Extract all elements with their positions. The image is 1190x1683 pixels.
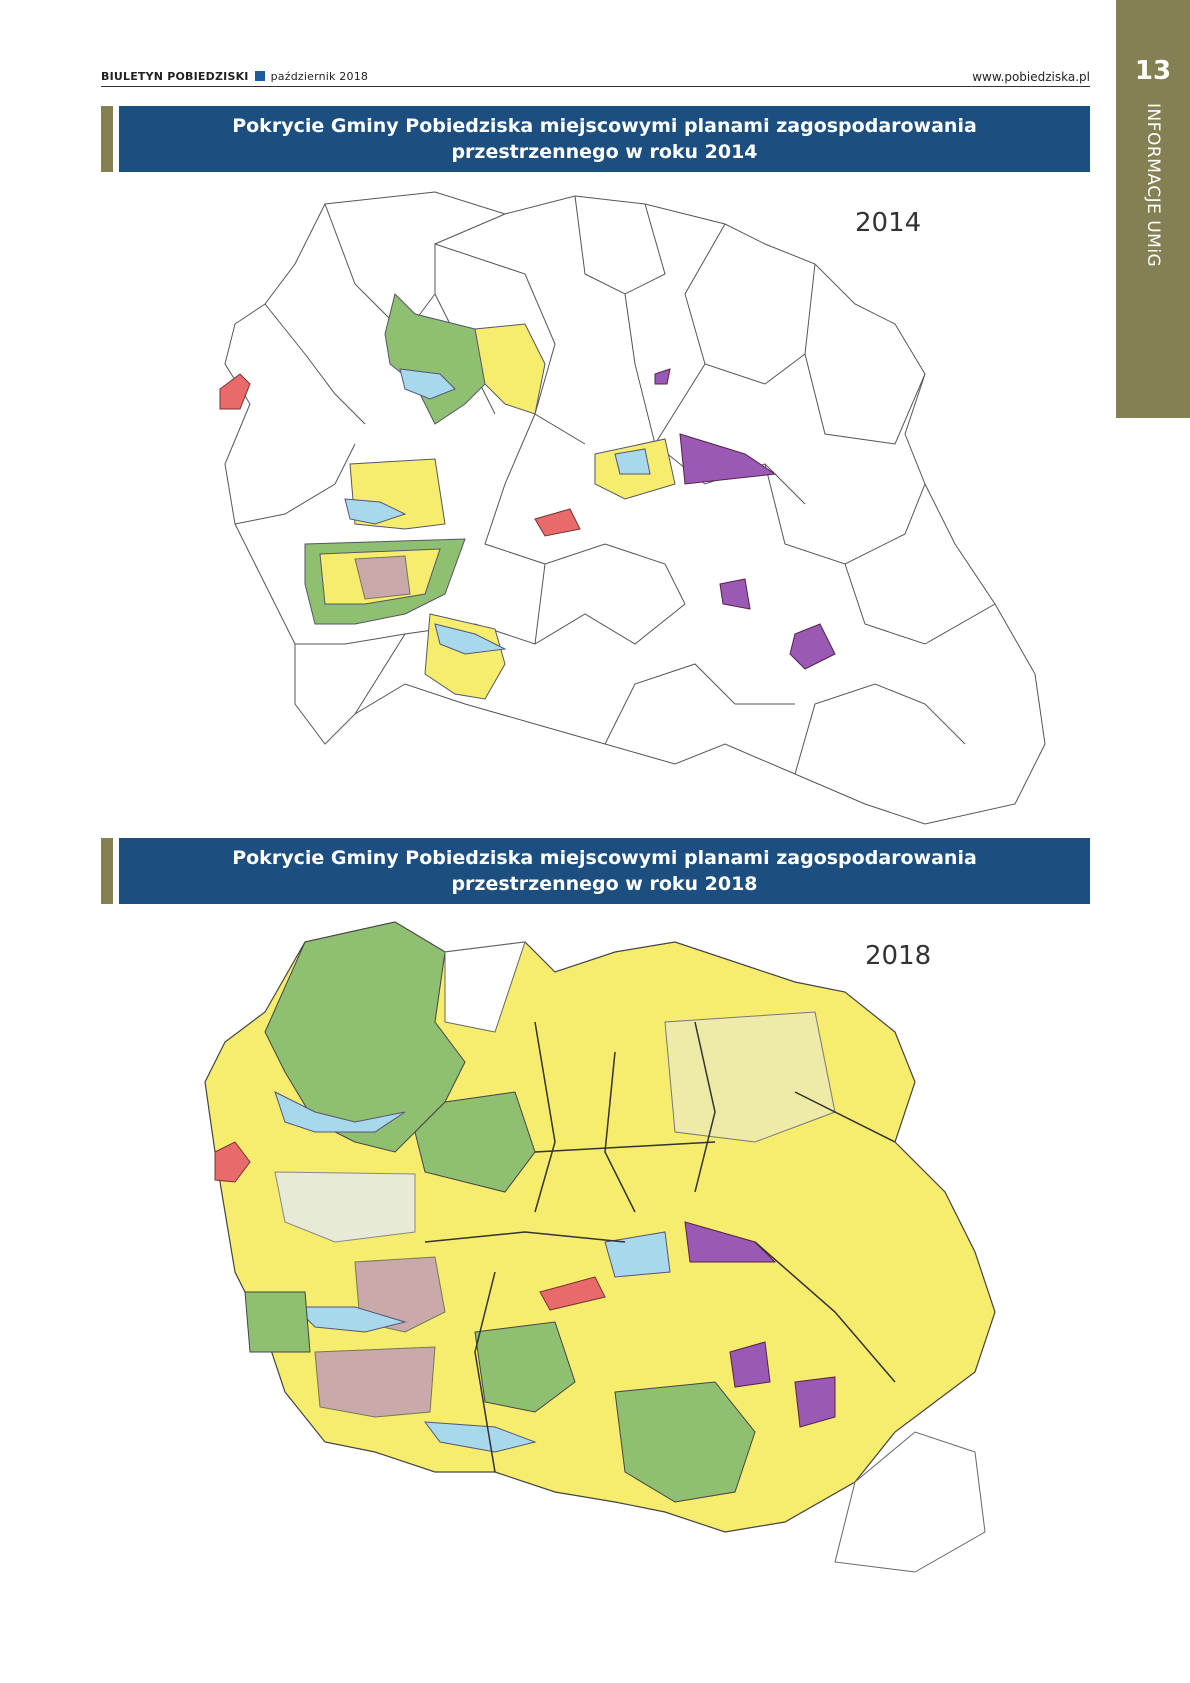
year-label-2018: 2018 xyxy=(865,941,931,971)
commercial-area xyxy=(214,1141,251,1183)
industrial-area xyxy=(789,623,836,670)
forest-area xyxy=(614,1381,756,1503)
lake xyxy=(274,1091,406,1133)
title-line-1: Pokrycie Gminy Pobiedziska miejscowymi p… xyxy=(232,115,977,137)
residential-area xyxy=(474,323,546,415)
title-accent xyxy=(101,106,113,172)
forest-area xyxy=(474,1321,576,1413)
publication-name: BIULETYN POBIEDZISKI xyxy=(101,70,249,83)
parcel-outlines xyxy=(224,191,1046,825)
section-label: INFORMACJE UMiG xyxy=(1143,103,1163,268)
title-line-2: przestrzennego w roku 2014 xyxy=(451,141,758,163)
lake xyxy=(399,368,456,400)
publication-info: BIULETYN POBIEDZISKI październik 2018 xyxy=(101,70,368,83)
commercial-area xyxy=(539,1276,606,1311)
title-line-2: przestrzennego w roku 2018 xyxy=(451,873,758,895)
page-header: BIULETYN POBIEDZISKI październik 2018 www… xyxy=(101,64,1090,87)
map-2018-svg: 2018 xyxy=(204,921,996,1573)
lake xyxy=(604,1231,671,1278)
industrial-area xyxy=(679,433,777,485)
lake xyxy=(344,498,407,525)
industrial-area xyxy=(794,1376,836,1428)
side-tab: 13 INFORMACJE UMiG xyxy=(1116,0,1190,418)
square-icon xyxy=(254,71,265,81)
commercial-area xyxy=(534,508,581,537)
page-number: 13 xyxy=(1134,56,1172,86)
map-title-2018: Pokrycie Gminy Pobiedziska miejscowymi p… xyxy=(101,838,1090,904)
industrial-area xyxy=(719,578,751,610)
industrial-area xyxy=(654,368,671,385)
commercial-area xyxy=(219,373,251,410)
lake xyxy=(423,1421,537,1453)
website-link[interactable]: www.pobiedziska.pl xyxy=(972,70,1090,84)
lake xyxy=(614,448,651,475)
industrial-area xyxy=(729,1341,771,1388)
forest-area xyxy=(414,1091,536,1193)
forest-area xyxy=(244,1291,311,1353)
lake xyxy=(434,623,507,655)
map-2014-svg: 2014 xyxy=(219,191,1046,825)
map-2018: 2018 xyxy=(195,912,1055,1612)
parcel-borders xyxy=(424,1021,896,1473)
map-2014: 2014 xyxy=(205,184,1065,834)
green-area xyxy=(384,293,506,425)
unplanned-area xyxy=(274,1171,416,1243)
title-bar: Pokrycie Gminy Pobiedziska miejscowymi p… xyxy=(119,106,1090,172)
industrial-area xyxy=(684,1221,777,1263)
issue-date: październik 2018 xyxy=(270,70,369,83)
lake xyxy=(293,1306,407,1333)
map-title-2014: Pokrycie Gminy Pobiedziska miejscowymi p… xyxy=(101,106,1090,172)
planned-area xyxy=(664,1011,836,1143)
year-label-2014: 2014 xyxy=(855,208,921,238)
town-center xyxy=(354,555,411,600)
unplanned-area xyxy=(834,1431,986,1573)
title-bar: Pokrycie Gminy Pobiedziska miejscowymi p… xyxy=(119,838,1090,904)
title-accent xyxy=(101,838,113,904)
unplanned-area xyxy=(444,941,526,1033)
town-center xyxy=(314,1346,436,1418)
title-line-1: Pokrycie Gminy Pobiedziska miejscowymi p… xyxy=(232,847,977,869)
